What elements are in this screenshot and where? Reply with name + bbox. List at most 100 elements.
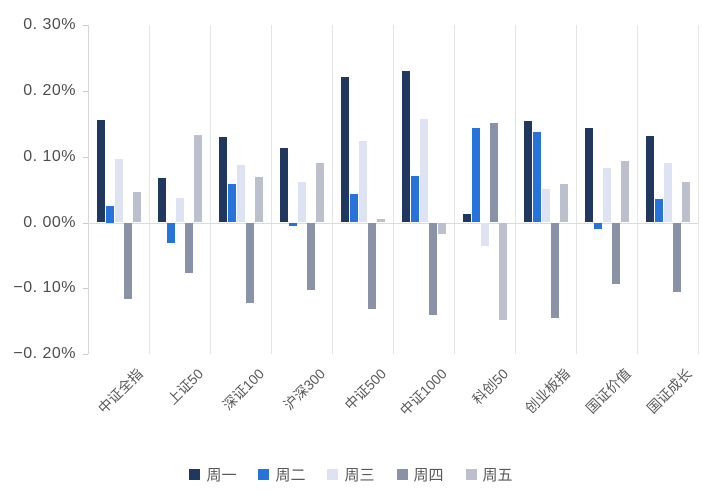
x-axis-category-label: 上证50 [164,365,207,408]
y-axis-tick-label: −0. 10% [13,279,76,297]
vertical-gridline [332,25,333,354]
vertical-gridline [149,25,150,354]
bar-周一-中证500 [340,76,349,223]
x-axis-category-label: 创业板指 [521,365,573,417]
bar-周三-国证成长 [663,162,672,223]
y-axis-tick-mark [83,91,88,92]
vertical-gridline [576,25,577,354]
legend-swatch-icon [189,469,201,480]
bar-周四-深证100 [245,222,254,304]
bar-周二-科创50 [471,128,480,223]
bar-周四-上证50 [184,222,193,274]
x-axis-category-label: 国证价值 [582,365,634,417]
bar-周二-国证价值 [593,222,602,230]
bar-周三-中证1000 [419,119,428,223]
bar-周三-深证100 [236,164,245,223]
bar-周四-中证全指 [123,222,132,300]
bar-周五-科创50 [498,222,507,320]
y-axis-tick-label: 0. 00% [23,213,76,231]
bar-周三-科创50 [480,222,489,247]
legend-item-周四: 周四 [396,464,444,485]
bar-周三-国证价值 [602,167,611,223]
bar-周二-中证全指 [105,206,114,223]
legend-label: 周二 [275,467,306,484]
legend-swatch-icon [327,469,339,480]
bar-周二-创业板指 [532,131,541,223]
bar-周二-国证成长 [654,199,663,223]
legend-item-周三: 周三 [327,464,375,485]
x-axis-category-label: 中证1000 [397,365,451,419]
legend-swatch-icon [396,469,408,480]
bar-周五-中证全指 [132,191,141,223]
bar-周三-中证500 [358,140,367,223]
y-axis-tick-label: 0. 10% [23,147,76,165]
legend-label: 周五 [482,467,513,484]
bar-周四-科创50 [489,122,498,223]
x-axis-category-label: 中证500 [341,365,390,414]
legend: 周一 周二 周三 周四 周五 [0,464,702,485]
bar-周二-深证100 [227,183,236,223]
legend-item-周五: 周五 [465,464,513,485]
y-axis-tick-mark [83,222,88,224]
bar-周五-上证50 [193,135,202,223]
vertical-gridline [698,25,699,354]
bar-周一-中证全指 [96,119,105,223]
y-axis-line [88,25,89,354]
bar-周一-创业板指 [523,121,532,223]
bar-周二-上证50 [166,222,175,243]
legend-swatch-icon [258,469,270,480]
bar-周一-深证100 [218,137,227,223]
bar-周四-中证1000 [428,222,437,316]
vertical-gridline [454,25,455,354]
y-axis-tick-label: 0. 30% [23,16,76,34]
bar-周五-沪深300 [315,162,324,223]
bar-周一-上证50 [157,177,166,223]
legend-item-周一: 周一 [189,464,236,485]
bar-周二-中证1000 [410,176,419,223]
legend-swatch-icon [465,469,477,480]
legend-item-周二: 周二 [258,464,305,485]
x-axis-category-label: 科创50 [469,365,512,408]
vertical-gridline [210,25,211,354]
y-axis-tick-label: 0. 20% [23,82,76,99]
bar-周一-中证1000 [401,70,410,223]
y-axis-tick-mark [83,288,88,290]
x-axis-category-label: 国证成长 [643,365,695,417]
vertical-gridline [515,25,516,354]
bar-周三-中证全指 [114,159,123,223]
bar-周五-创业板指 [559,184,568,223]
bar-周四-中证500 [367,222,376,309]
x-axis-category-label: 深证100 [219,365,268,414]
legend-label: 周四 [413,467,444,484]
bar-周五-国证价值 [620,160,629,223]
legend-label: 周三 [344,467,375,484]
zero-baseline [88,222,698,224]
bar-周五-深证100 [254,177,263,223]
bar-周二-沪深300 [288,222,297,226]
bar-周三-沪深300 [297,182,306,223]
bar-周一-国证价值 [584,128,593,223]
y-axis-tick-label: −0. 20% [13,345,76,362]
bar-周一-沪深300 [279,147,288,223]
vertical-gridline [393,25,394,354]
bar-周五-中证500 [376,218,385,223]
bar-周五-国证成长 [681,181,690,223]
vertical-gridline [271,25,272,354]
bar-周一-国证成长 [645,135,654,223]
y-axis-tick-mark [83,156,88,158]
y-axis-tick-mark [83,354,88,355]
bar-周四-沪深300 [306,222,315,290]
legend-label: 周一 [206,467,237,484]
vertical-gridline [637,25,638,354]
bar-周二-中证500 [349,193,358,223]
x-axis-category-label: 沪深300 [280,365,329,414]
bar-周三-创业板指 [541,188,550,223]
bar-周三-上证50 [175,197,184,223]
bar-周五-中证1000 [437,222,446,235]
bar-周四-国证成长 [672,222,681,293]
y-axis-tick-mark [83,25,88,27]
bar-周四-国证价值 [611,222,620,284]
bar-周四-创业板指 [550,222,559,318]
